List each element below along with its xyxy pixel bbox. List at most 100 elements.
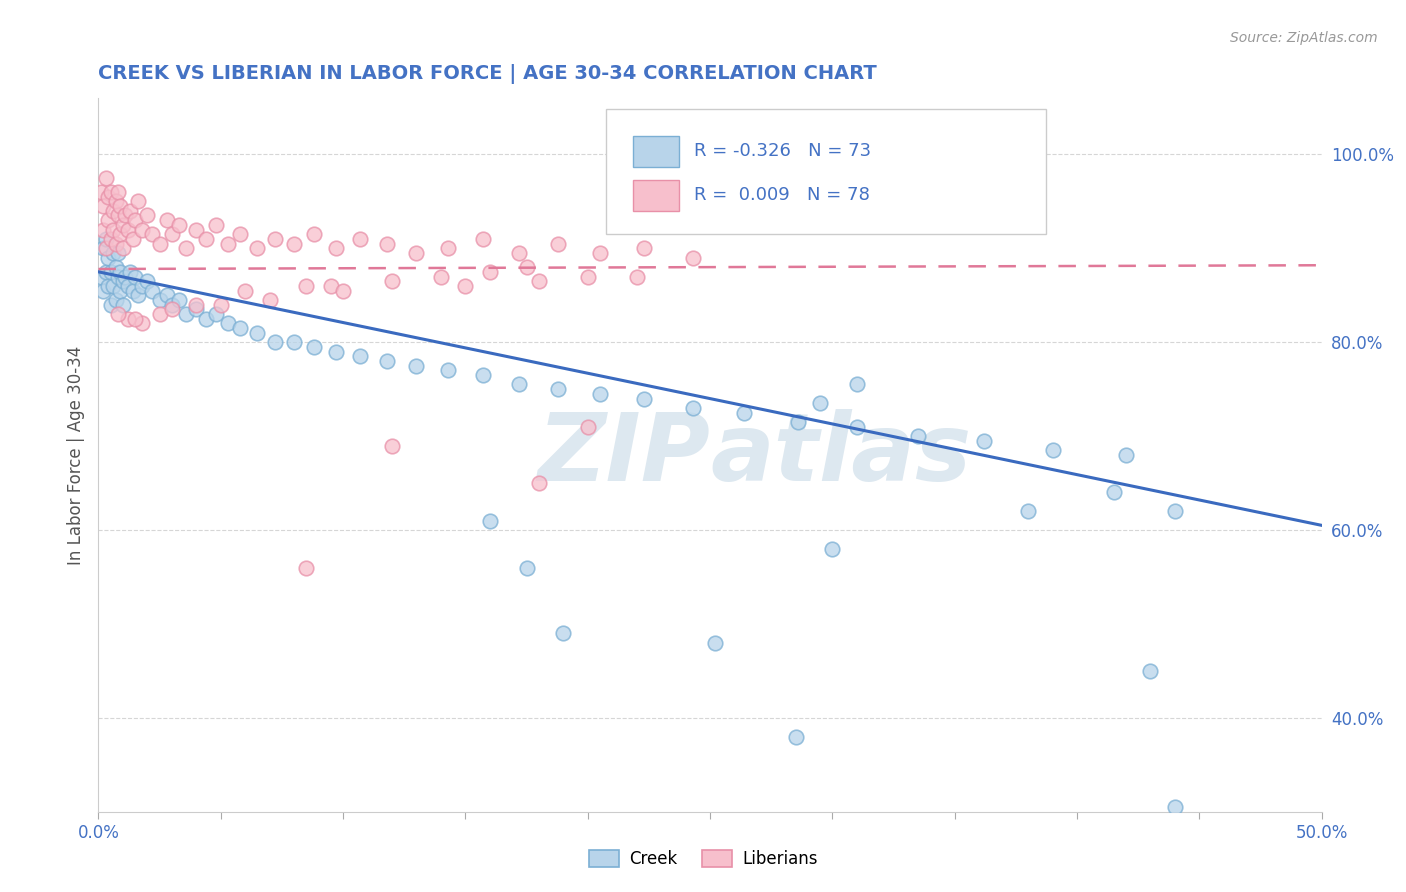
Point [547,382,569,396]
Point [101,279,124,293]
Point [107,246,129,260]
Point [110,284,132,298]
Text: CREEK VS LIBERIAN IN LABOR FORCE | AGE 30-34 CORRELATION CHART: CREEK VS LIBERIAN IN LABOR FORCE | AGE 3… [98,63,877,84]
Point [246,241,269,255]
Point [91,241,114,255]
Point [149,293,172,307]
Point [1139,664,1161,678]
Point [430,269,453,284]
Point [100,298,122,312]
Point [229,321,252,335]
Point [589,246,612,260]
Point [195,311,218,326]
Point [508,377,530,392]
Point [405,359,427,373]
Text: R = -0.326   N = 73: R = -0.326 N = 73 [695,142,872,160]
Point [160,298,183,312]
Point [111,218,134,232]
Point [94,232,117,246]
Point [907,429,929,443]
Point [149,236,172,251]
Point [195,232,218,246]
Point [97,213,120,227]
Point [295,560,318,574]
Point [349,232,371,246]
Point [100,265,122,279]
Point [120,265,142,279]
Point [101,246,124,260]
Point [589,387,612,401]
Point [787,415,810,429]
Point [325,344,347,359]
Point [845,377,868,392]
Point [141,284,163,298]
Legend: Creek, Liberians: Creek, Liberians [582,843,824,875]
Point [405,246,427,260]
FancyBboxPatch shape [633,180,679,211]
Point [437,241,460,255]
FancyBboxPatch shape [606,109,1046,234]
Point [110,227,132,242]
Point [973,434,995,448]
Point [295,279,318,293]
Point [186,298,208,312]
Point [127,194,149,209]
Point [1042,443,1064,458]
Point [682,401,704,415]
Point [478,514,501,528]
Point [111,298,134,312]
Point [508,246,530,260]
Point [124,311,146,326]
Point [217,236,239,251]
Point [117,311,139,326]
Point [97,279,120,293]
Point [121,284,143,298]
Point [94,265,117,279]
Point [263,232,285,246]
Point [117,279,139,293]
Point [478,265,501,279]
Point [91,199,114,213]
Point [90,185,112,199]
Point [1164,504,1187,518]
Point [107,269,129,284]
Point [114,209,136,223]
Point [91,222,114,236]
Point [325,241,347,255]
Point [107,307,129,321]
Point [1102,485,1125,500]
Point [110,199,132,213]
Point [94,170,117,185]
Point [1115,448,1137,462]
Point [186,222,208,236]
Point [205,307,228,321]
Point [101,203,124,218]
Point [576,419,599,434]
Point [515,260,537,274]
Point [283,335,305,350]
Point [127,288,149,302]
Point [302,340,325,354]
Point [437,363,460,377]
Point [94,241,117,255]
Point [167,218,190,232]
Point [121,232,143,246]
Point [576,269,599,284]
Point [471,232,494,246]
Point [97,190,120,204]
Point [176,241,198,255]
Point [263,335,285,350]
Point [136,209,159,223]
Point [527,274,550,288]
Point [349,349,371,363]
Point [90,269,112,284]
Point [246,326,269,340]
Point [101,222,124,236]
Text: ZIP: ZIP [537,409,710,501]
Point [515,560,537,574]
Point [100,232,122,246]
Point [845,419,868,434]
Point [104,260,127,274]
Point [104,194,127,209]
Point [156,288,179,302]
